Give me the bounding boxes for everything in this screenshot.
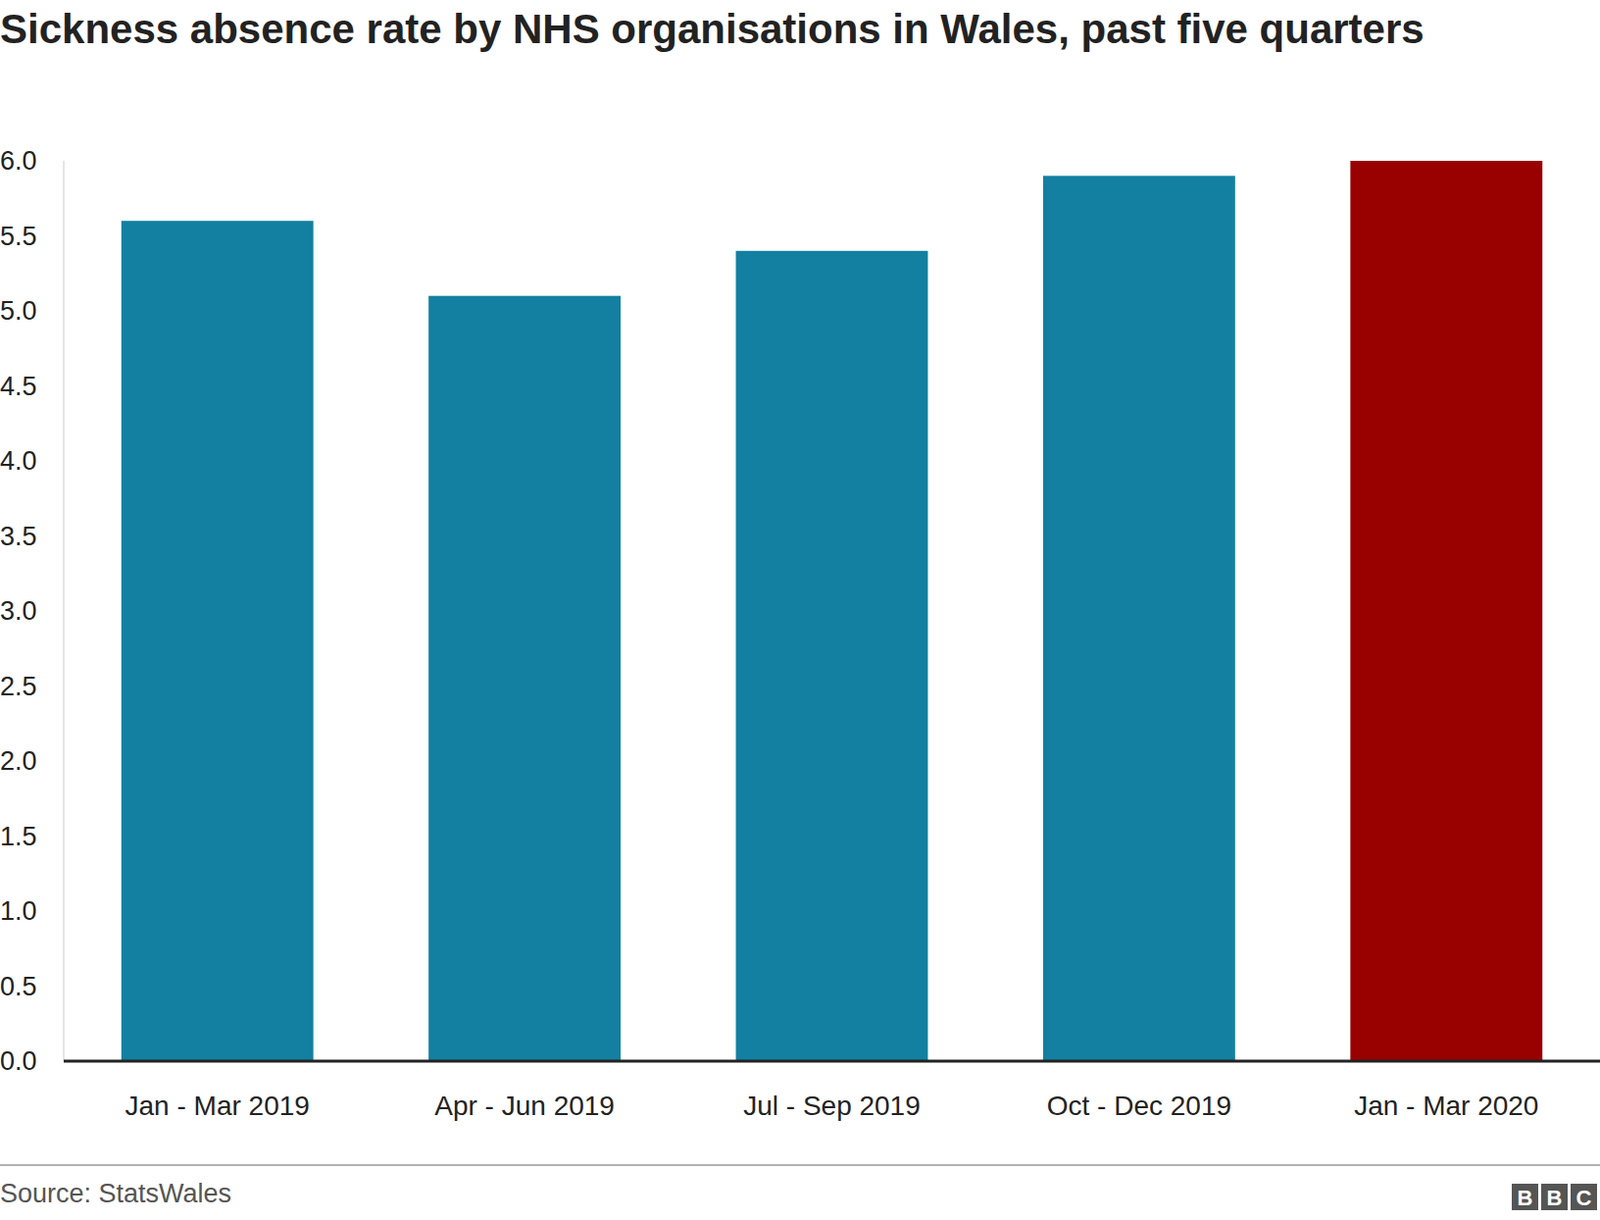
logo-letter: C — [1576, 1185, 1593, 1210]
logo: BBC — [1511, 1183, 1598, 1210]
y-tick-label: 3.5 — [0, 521, 38, 551]
bar — [736, 250, 929, 1061]
y-tick-label: 2.0 — [0, 746, 38, 776]
source: Source: StatsWales — [0, 1178, 232, 1208]
y-tick-label: 0.0 — [0, 1046, 38, 1076]
logo-letter: B — [1547, 1185, 1563, 1210]
bar — [1043, 175, 1236, 1061]
bar — [1350, 160, 1543, 1061]
bar — [428, 296, 621, 1061]
y-tick-label: 3.0 — [0, 596, 38, 626]
y-tick-label: 1.0 — [0, 896, 38, 926]
x-tick-label: Jul - Sep 2019 — [743, 1090, 921, 1121]
y-axis-line — [62, 160, 65, 1061]
y-tick-label: 6.0 — [0, 146, 38, 176]
y-tick-label: 5.0 — [0, 296, 38, 326]
bars — [121, 160, 1543, 1061]
x-axis-line — [63, 1059, 1600, 1063]
y-tick-label: 4.0 — [0, 446, 38, 476]
logo-box — [1541, 1183, 1568, 1210]
y-tick-label: 4.5 — [0, 371, 38, 401]
x-tick-label: Jan - Mar 2019 — [125, 1090, 310, 1121]
y-tick-label: 1.5 — [0, 821, 38, 851]
chart: 0.0 0.5 1.0 1.5 2.0 2.5 3.0 3.5 4.0 4.5 5.0 5.5 6.0 J… — [0, 0, 1600, 1220]
x-tick-label: Jan - Mar 2020 — [1353, 1090, 1539, 1121]
bar — [121, 220, 314, 1061]
logo-text: BBC — [1517, 1185, 1593, 1210]
x-tick-label: Apr - Jun 2019 — [434, 1090, 615, 1121]
y-tick-label: 0.5 — [0, 971, 38, 1001]
x-tick-label: Oct - Dec 2019 — [1047, 1090, 1232, 1121]
chart-title: Sickness absence rate by NHS organisatio… — [0, 0, 1491, 58]
logo-box — [1570, 1183, 1598, 1210]
footer-rule — [0, 1163, 1600, 1166]
logo-letter: B — [1517, 1185, 1534, 1210]
logo-box — [1511, 1183, 1539, 1210]
y-tick-label: 5.5 — [0, 221, 38, 251]
y-tick-label: 2.5 — [0, 671, 38, 701]
